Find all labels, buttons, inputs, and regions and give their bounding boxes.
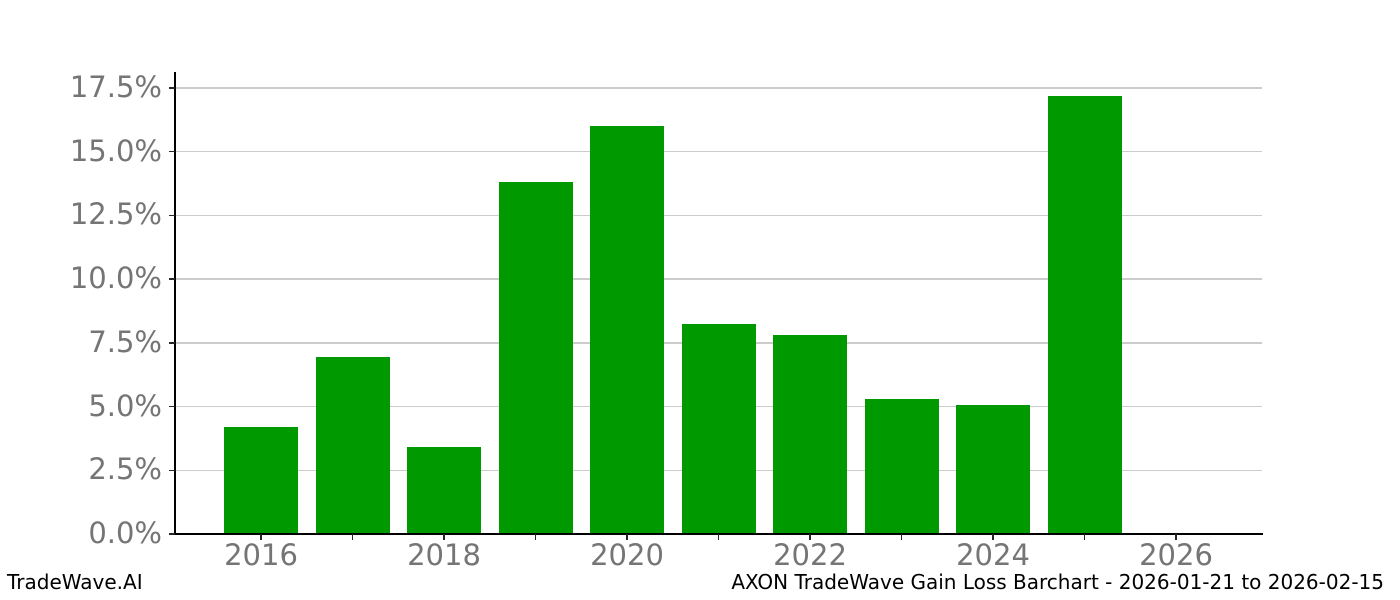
bar-2024 [956, 405, 1030, 534]
bar-2017 [315, 356, 390, 534]
y-tick-mark [169, 533, 175, 535]
bar-2025 [1047, 95, 1122, 534]
x-tick-mark [260, 534, 262, 540]
chart-caption: AXON TradeWave Gain Loss Barchart - 2026… [731, 570, 1384, 594]
y-axis-line [174, 72, 176, 535]
x-tick-mark [351, 534, 354, 540]
y-gridline [175, 214, 1262, 217]
x-tick-label: 2020 [590, 538, 664, 572]
x-tick-label: 2022 [773, 538, 847, 572]
bar-2021 [681, 323, 756, 534]
x-tick-mark [900, 534, 903, 540]
x-tick-mark [534, 534, 537, 540]
x-tick-mark [626, 534, 628, 540]
brand-watermark: TradeWave.AI [7, 570, 143, 594]
x-tick-mark [717, 534, 720, 540]
x-tick-label: 2024 [956, 538, 1030, 572]
bar-2022 [773, 335, 847, 534]
y-tick-mark [169, 87, 175, 89]
bar-2018 [407, 447, 481, 534]
y-tick-mark [169, 151, 175, 153]
y-tick-label: 0.0% [88, 515, 162, 550]
y-tick-label: 5.0% [88, 388, 162, 423]
y-tick-mark [169, 405, 175, 408]
y-tick-mark [169, 278, 175, 280]
x-tick-mark [1083, 534, 1086, 540]
x-tick-label: 2016 [224, 538, 298, 572]
y-tick-label: 10.0% [69, 261, 162, 296]
x-tick-mark [809, 534, 811, 540]
x-tick-mark [1175, 534, 1177, 540]
y-tick-mark [169, 214, 175, 217]
x-tick-mark [443, 534, 445, 540]
y-gridline [175, 151, 1262, 153]
y-tick-label: 7.5% [88, 324, 162, 359]
x-tick-mark [992, 534, 994, 540]
y-gridline [175, 278, 1262, 280]
y-tick-label: 17.5% [69, 69, 162, 104]
y-tick-mark [169, 469, 175, 471]
x-tick-label: 2018 [407, 538, 481, 572]
y-tick-mark [169, 342, 175, 344]
bar-2019 [498, 182, 573, 534]
y-tick-label: 15.0% [69, 133, 162, 168]
bar-2016 [224, 426, 298, 534]
y-gridline [175, 87, 1262, 89]
bar-2020 [590, 126, 664, 534]
x-tick-label: 2026 [1139, 538, 1213, 572]
y-tick-label: 2.5% [88, 452, 162, 487]
bar-2023 [864, 398, 939, 534]
y-tick-label: 12.5% [69, 197, 162, 232]
